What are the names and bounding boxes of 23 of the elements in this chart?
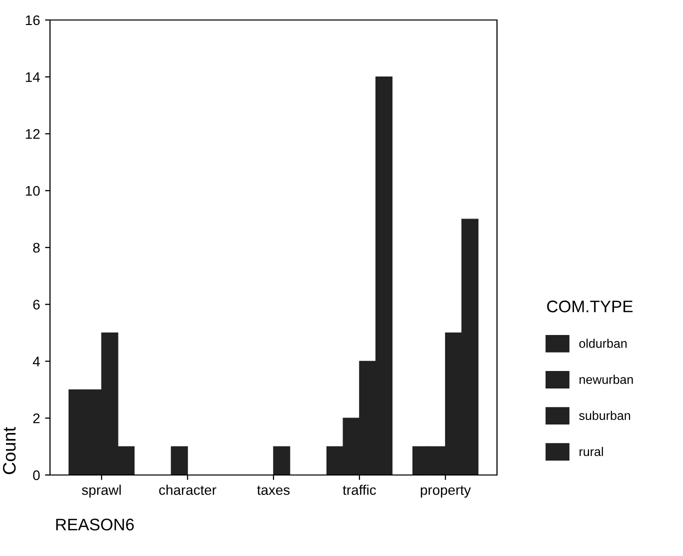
y-tick-label: 16 <box>26 15 40 26</box>
y-tick-label: 0 <box>33 470 40 480</box>
y-tick-label: 4 <box>32 356 40 366</box>
bar <box>273 446 290 475</box>
legend-label: oldurban <box>579 338 627 348</box>
x-tick-label: character <box>159 484 216 495</box>
bar <box>170 446 188 475</box>
y-tick-label: 8 <box>33 242 40 253</box>
x-axis-title: REASON6 <box>56 518 134 530</box>
x-tick-label: traffic <box>342 484 376 495</box>
y-tick-label: 10 <box>26 186 40 196</box>
legend-label: rural <box>580 446 603 456</box>
x-tick-label: sprawl <box>82 484 121 498</box>
y-tick-label: 14 <box>26 72 40 82</box>
legend-title: COM.TYPE <box>547 300 633 312</box>
y-tick-label: 6 <box>33 300 40 310</box>
legend-label: newurban <box>580 374 633 384</box>
x-tick-label: taxes <box>257 486 290 495</box>
y-tick-label: 12 <box>26 129 40 139</box>
legend-label: suburban <box>579 410 630 420</box>
y-axis-title: Count <box>2 426 16 474</box>
x-tick-label: property <box>420 486 471 498</box>
y-tick-label: 2 <box>33 413 40 424</box>
